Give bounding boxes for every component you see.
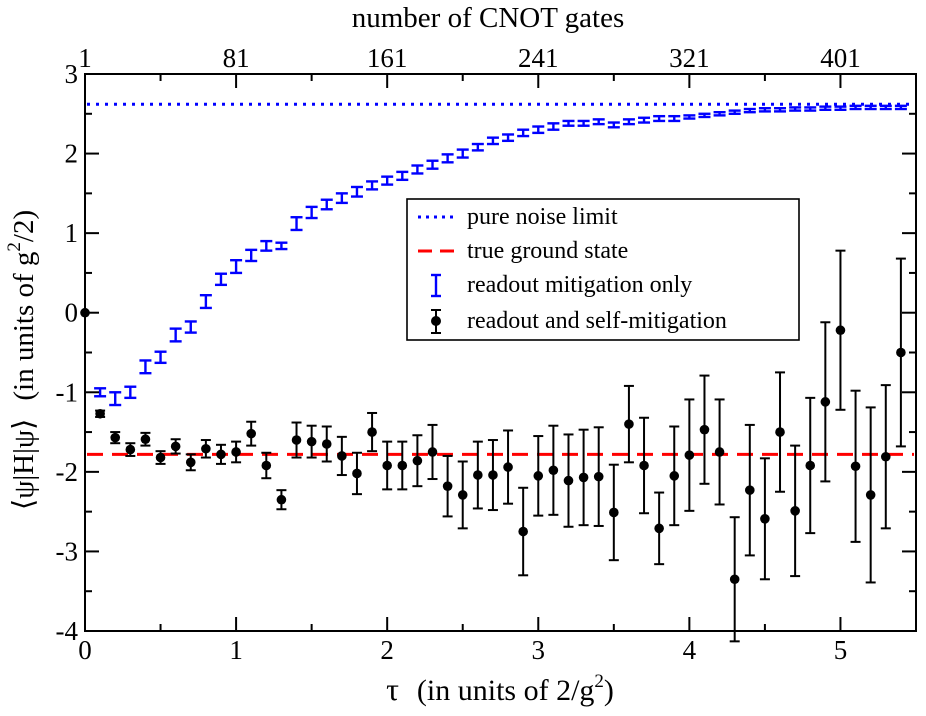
data-point [246,428,256,439]
x-tick-label: 1 [229,635,243,665]
data-point [850,461,861,472]
data-point [835,325,846,336]
data-point [397,460,408,471]
data-point [427,447,438,457]
y-axis-prefix: (in units of g [8,252,40,401]
legend-sample-self-mitigation [431,309,441,334]
data-point [684,450,695,460]
x-tick-label: 3 [532,635,546,665]
y-tick-label: -3 [56,536,79,566]
data-point [352,468,362,479]
data-point [170,441,181,452]
data-point [140,434,151,445]
data-point [185,457,196,468]
y-axis-sup: 2 [4,242,25,252]
data-point [896,347,906,358]
data-point [488,470,498,480]
data-point [216,449,226,460]
data-point [442,481,453,491]
top-tick-label: 81 [223,43,250,73]
data-point [503,462,513,472]
data-point [518,526,528,537]
data-point [533,471,544,481]
series-readout-only [94,104,907,407]
top-tick-label: 1 [78,43,92,73]
x-axis-tau: τ [386,671,399,707]
data-point [775,427,785,437]
y-tick-label: 0 [65,298,79,328]
data-point [865,490,876,500]
ticks-layer: 0 1 2 3 4 5 1 81 161 241 321 401 -4 -3 -2 -1 0 1 2 3 [56,43,917,665]
data-point [367,427,377,437]
y-axis-suffix: /2) [8,210,40,242]
y-tick-label: 2 [65,139,79,169]
data-point [654,523,664,534]
y-tick-label: 3 [65,59,79,89]
legend: pure noise limit true ground state reado… [406,198,800,341]
y-tick-label: -2 [56,457,79,487]
plot-frame [84,73,917,632]
data-point [231,447,241,457]
top-tick-label: 241 [518,43,559,73]
data-point [473,470,483,480]
data-point [563,475,574,486]
data-point [321,439,332,449]
data-point [745,485,755,495]
data-point [276,494,287,505]
y-axis-title: ⟨ψ|H|ψ⟩ (in units of g2/2) [4,210,40,510]
data-point [412,455,423,466]
data-point [805,460,816,471]
legend-label-self-mitigation: readout and self-mitigation [467,308,727,334]
data-point [820,397,831,407]
data-point [306,436,317,447]
data-point [382,460,392,471]
data-point [95,408,105,419]
data-point [201,443,211,454]
data-point [624,419,634,429]
data-point [593,471,604,482]
x-tick-label: 0 [78,635,92,665]
data-point [669,471,680,481]
top-tick-label: 161 [367,43,408,73]
x-axis-title: τ (in units of 2/g2) [386,671,614,707]
data-point [548,465,559,476]
data-point [337,451,347,461]
x-tick-label: 2 [380,635,394,665]
data-point [155,452,166,463]
x-axis-sup: 2 [594,671,604,692]
data-point [790,506,800,516]
data-point [609,507,619,518]
y-tick-label: 1 [65,218,79,248]
x-axis-suffix: ) [604,674,614,707]
x-tick-label: 4 [683,635,697,665]
data-point [457,490,468,500]
data-point [880,451,891,462]
y-tick-label: -1 [56,377,79,407]
data-point [760,514,770,524]
x-tick-label: 5 [834,635,848,665]
legend-label-ground-state: true ground state [467,238,628,264]
y-axis-bra: ⟨ψ|H|ψ⟩ [8,419,40,511]
data-point [639,460,649,471]
legend-label-pure-noise: pure noise limit [467,204,618,230]
data-point [578,472,589,483]
data-point [110,432,121,443]
data-point [699,424,710,435]
legend-sample-readout-only [431,273,441,298]
data-point [125,444,136,455]
x-axis-prefix: (in units of 2/g [417,674,595,707]
top-axis-title: number of CNOT gates [352,2,625,34]
y-tick-label: -4 [56,616,79,646]
data-point [291,435,302,445]
data-point [729,574,740,585]
legend-label-readout-only: readout mitigation only [467,272,692,298]
top-tick-label: 321 [669,43,710,73]
data-point [714,447,725,457]
top-tick-label: 401 [820,43,861,73]
series-layer [80,104,907,643]
series-self-mitigation [80,249,906,643]
data-point [261,460,272,471]
legend-box [406,198,800,341]
